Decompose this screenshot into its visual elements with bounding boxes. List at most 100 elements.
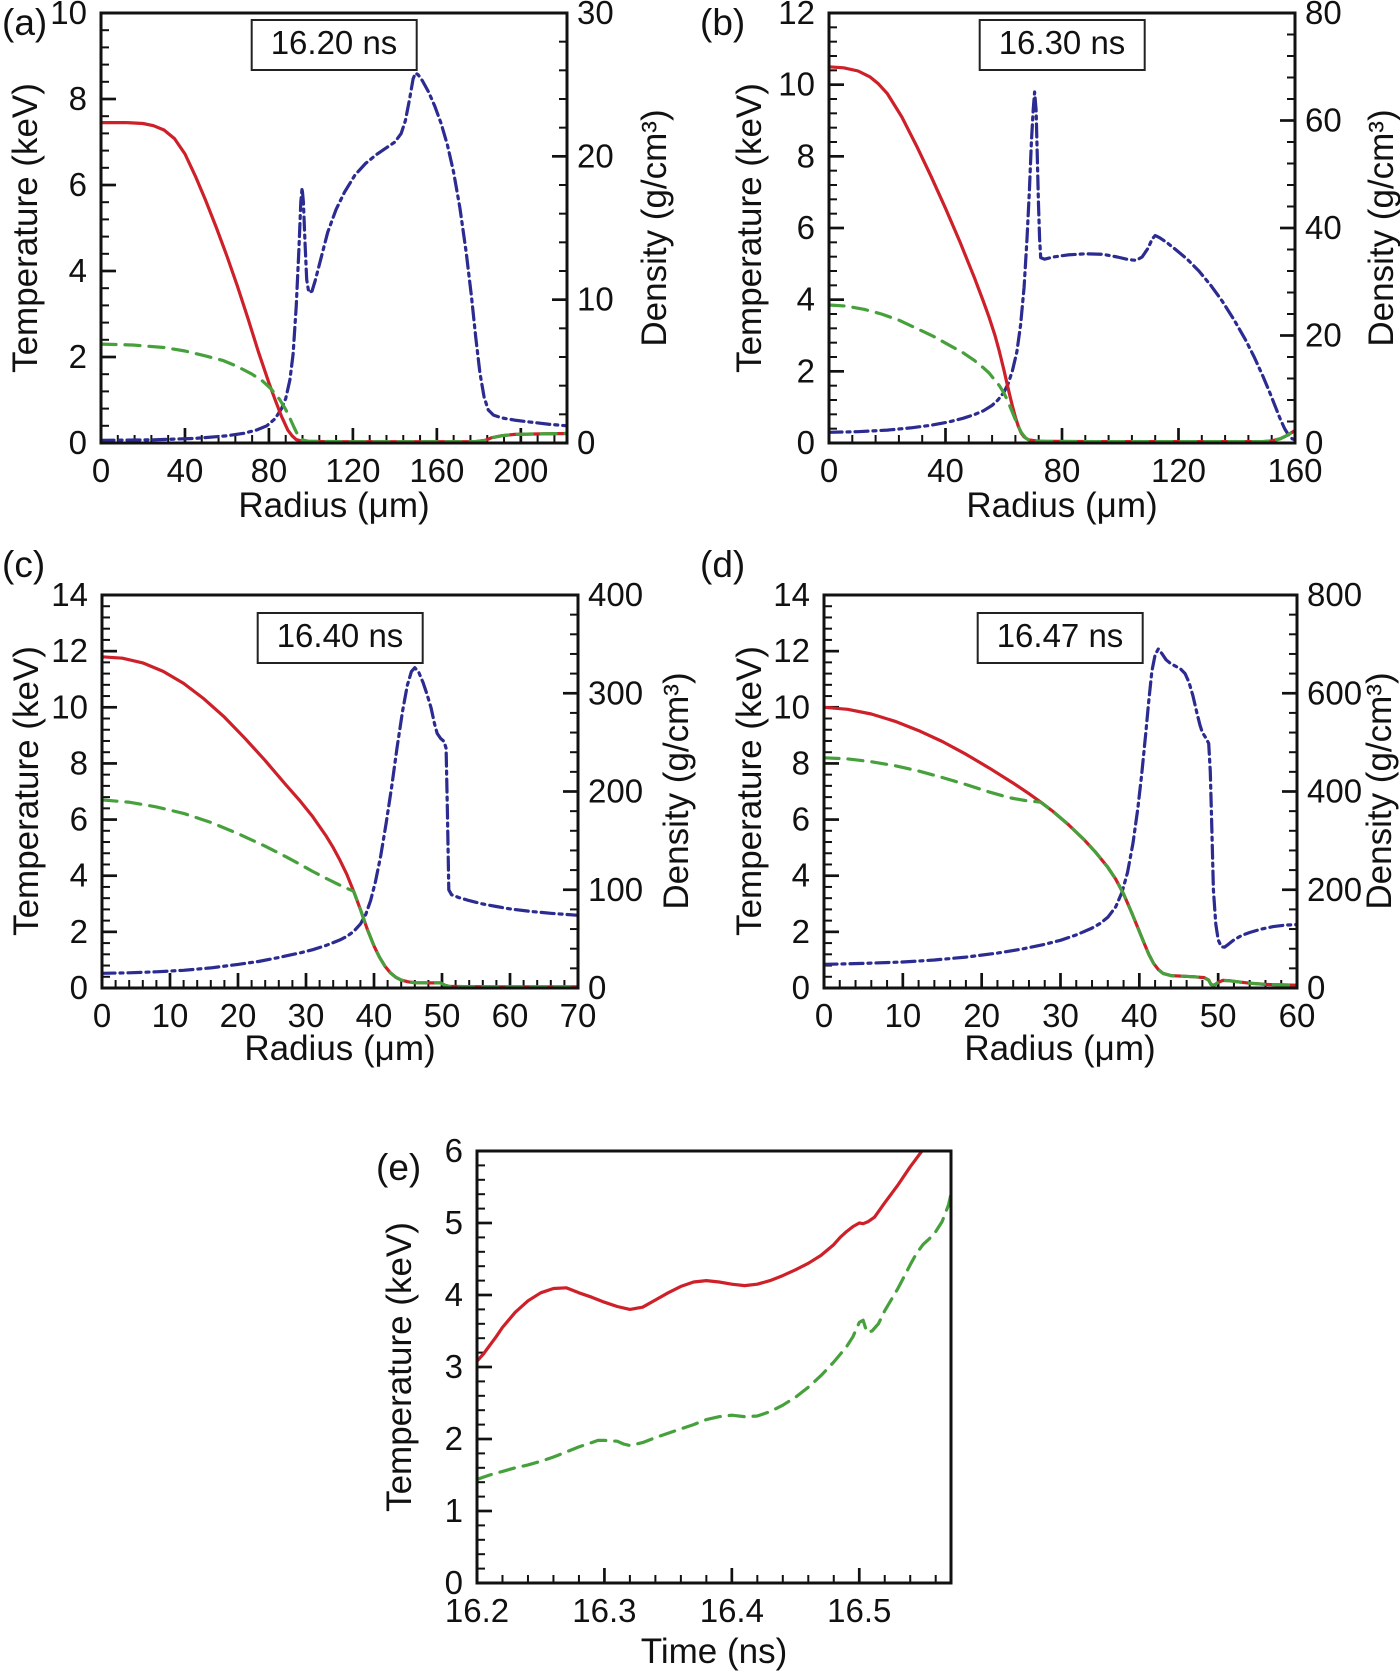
x-tick-label: 60 <box>492 997 529 1034</box>
y-right-tick-label: 0 <box>1307 969 1325 1006</box>
panel-c-frame <box>100 593 580 990</box>
y-right-tick-label: 0 <box>1305 424 1323 461</box>
y-left-tick-label: 10 <box>50 0 87 31</box>
x-tick-label: 30 <box>288 997 325 1034</box>
y-left-tick-label: 4 <box>445 1276 463 1313</box>
panel-e: 16.2 16.3 16.4 16.5 0 1 2 3 4 5 6 <box>445 1132 953 1629</box>
y-left-tick-label: 2 <box>445 1420 463 1457</box>
panel-c-letter: (c) <box>2 544 46 585</box>
panel-a-density-curve <box>101 71 567 442</box>
panel-d-timestamp: 16.47 ns <box>976 612 1144 664</box>
panel-c-y-right-title: Density (g/cm³) <box>657 672 696 910</box>
x-tick-label: 40 <box>167 452 204 489</box>
y-left-tick-label: 10 <box>778 66 815 103</box>
panel-c-y-left-title: Temperature (keV) <box>7 646 46 936</box>
x-tick-label: 50 <box>424 997 461 1034</box>
panel-c-temperature-solid-curve <box>102 655 578 988</box>
y-left-tick-label: 5 <box>445 1204 463 1241</box>
panel-e-x-axis-title: Time (ns) <box>640 1632 788 1671</box>
x-tick-label: 80 <box>251 452 288 489</box>
y-left-tick-label: 2 <box>797 352 815 389</box>
panel-d-temperature-dashed-curve <box>824 756 1297 987</box>
y-left-tick-label: 6 <box>70 801 88 838</box>
y-left-tick-label: 4 <box>70 857 88 894</box>
y-right-tick-label: 40 <box>1305 209 1342 246</box>
panel-d-letter: (d) <box>700 544 746 585</box>
y-left-tick-label: 2 <box>70 913 88 950</box>
x-tick-label: 16.4 <box>700 1592 764 1629</box>
x-tick-label: 0 <box>92 452 110 489</box>
panel-e-letter: (e) <box>376 1147 422 1188</box>
panel-d-frame <box>822 593 1299 990</box>
y-right-tick-label: 300 <box>588 674 643 711</box>
y-left-tick-label: 1 <box>445 1492 463 1529</box>
x-tick-label: 10 <box>884 997 921 1034</box>
panel-c-density-curve <box>102 666 578 975</box>
y-left-tick-label: 0 <box>70 969 88 1006</box>
panel-a-y-right-title: Density (g/cm³) <box>635 109 674 347</box>
panel-c-timestamp: 16.40 ns <box>256 612 424 664</box>
panel-b-density-curve <box>829 90 1295 442</box>
x-tick-label: 160 <box>409 452 464 489</box>
y-left-tick-label: 6 <box>69 166 87 203</box>
x-tick-label: 10 <box>152 997 189 1034</box>
x-tick-label: 16.5 <box>827 1592 891 1629</box>
panel-a-y-left-title: Temperature (keV) <box>6 83 45 373</box>
y-left-tick-label: 6 <box>792 801 810 838</box>
y-right-tick-label: 30 <box>577 0 614 31</box>
x-tick-label: 120 <box>1151 452 1206 489</box>
y-left-tick-label: 0 <box>445 1564 463 1601</box>
y-left-tick-label: 12 <box>773 632 810 669</box>
x-tick-label: 0 <box>815 997 833 1034</box>
y-left-tick-label: 14 <box>773 576 810 613</box>
panel-b-letter: (b) <box>700 2 746 43</box>
y-right-tick-label: 80 <box>1305 0 1342 31</box>
y-left-tick-label: 3 <box>445 1348 463 1385</box>
panel-a-temperature-dashed-curve <box>101 342 567 443</box>
y-left-tick-label: 10 <box>51 688 88 725</box>
x-tick-label: 40 <box>356 997 393 1034</box>
panel-e-temperature-dashed-curve <box>477 1192 951 1481</box>
panel-d-y-right-title: Density (g/cm³) <box>1360 672 1399 910</box>
x-tick-label: 30 <box>1042 997 1079 1034</box>
panel-c-x-axis-title: Radius (μm) <box>244 1029 436 1068</box>
y-left-tick-label: 8 <box>792 744 810 781</box>
x-tick-label: 40 <box>927 452 964 489</box>
y-right-tick-label: 0 <box>577 424 595 461</box>
y-left-tick-label: 6 <box>445 1132 463 1169</box>
y-right-tick-label: 100 <box>588 871 643 908</box>
y-left-tick-label: 8 <box>69 80 87 117</box>
panel-e-frame <box>475 1149 953 1585</box>
x-tick-label: 200 <box>493 452 548 489</box>
panel-d-x-axis-title: Radius (μm) <box>964 1029 1156 1068</box>
y-left-tick-label: 0 <box>792 969 810 1006</box>
panel-d-temperature-solid-curve <box>824 705 1297 987</box>
panel-e-temperature-solid-curve <box>477 1151 924 1363</box>
y-left-tick-label: 10 <box>773 688 810 725</box>
y-right-tick-label: 200 <box>1307 871 1362 908</box>
panel-a: 0 40 80 120 160 200 0 2 4 6 8 10 0 10 20 30 <box>50 0 613 489</box>
x-tick-label: 160 <box>1267 452 1322 489</box>
panel-b-temperature-dashed-curve <box>829 303 1295 443</box>
y-right-tick-label: 60 <box>1305 102 1342 139</box>
y-left-tick-label: 8 <box>797 137 815 174</box>
x-tick-label: 60 <box>1279 997 1316 1034</box>
y-right-tick-label: 20 <box>1305 317 1342 354</box>
x-tick-label: 120 <box>325 452 380 489</box>
panel-d-density-curve <box>824 647 1297 966</box>
y-left-tick-label: 14 <box>51 576 88 613</box>
panel-a-frame <box>99 11 569 445</box>
panel-a-letter: (a) <box>2 2 48 43</box>
panel-a-timestamp: 16.20 ns <box>250 19 418 71</box>
y-right-tick-label: 200 <box>588 773 643 810</box>
x-tick-label: 50 <box>1200 997 1237 1034</box>
y-right-tick-label: 600 <box>1307 674 1362 711</box>
y-right-tick-label: 20 <box>577 137 614 174</box>
x-tick-label: 16.3 <box>572 1592 636 1629</box>
y-left-tick-label: 4 <box>69 252 87 289</box>
